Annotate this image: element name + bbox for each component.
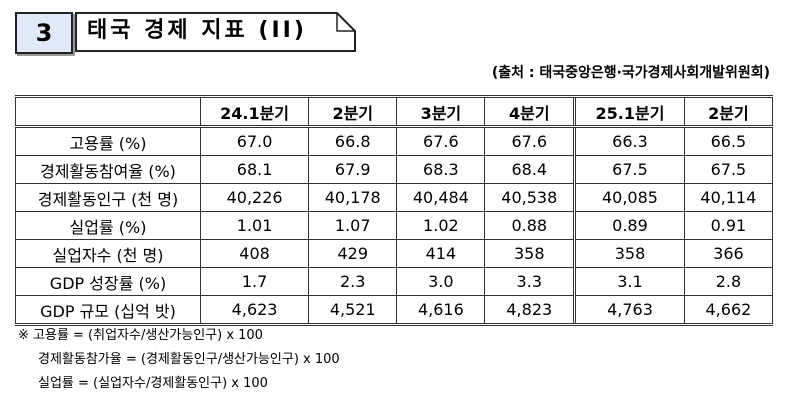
cell: 67.5 bbox=[573, 155, 685, 184]
cell: 40,484 bbox=[396, 183, 486, 212]
cell: 67.5 bbox=[683, 155, 774, 184]
header-row: 24.1분기 2분기 3분기 4분기 25.1분기 2분기 bbox=[15, 95, 774, 128]
cell: 4,616 bbox=[396, 295, 486, 326]
cell: 67.0 bbox=[199, 126, 310, 156]
cell: 3.0 bbox=[396, 267, 486, 296]
cell: 358 bbox=[573, 239, 685, 268]
cell: 4,623 bbox=[199, 295, 310, 326]
cell: 429 bbox=[308, 239, 398, 268]
cell: 1.7 bbox=[199, 267, 310, 296]
cell: 0.88 bbox=[484, 211, 576, 240]
cell: 2.8 bbox=[683, 267, 774, 296]
table-row: GDP 성장률 (%) 1.7 2.3 3.0 3.3 3.1 2.8 bbox=[15, 267, 774, 296]
cell: 4,763 bbox=[573, 295, 685, 326]
note: ※ 고용률 = (취업자수/생산가능인구) x 100 bbox=[18, 328, 263, 343]
section-number: 3 bbox=[15, 12, 73, 54]
cell: 40,085 bbox=[573, 183, 685, 212]
corner-cell bbox=[15, 95, 201, 128]
row-label: 경제활동인구 (천 명) bbox=[15, 183, 201, 212]
title-box: 태국 경제 지표 (II) bbox=[75, 12, 356, 52]
table-row: 실업자수 (천 명) 408 429 414 358 358 366 bbox=[15, 239, 774, 268]
cell: 4,823 bbox=[484, 295, 576, 326]
cell: 40,114 bbox=[683, 183, 774, 212]
title-frame bbox=[75, 12, 356, 52]
cell: 0.91 bbox=[683, 211, 774, 240]
cell: 358 bbox=[484, 239, 576, 268]
cell: 414 bbox=[396, 239, 486, 268]
cell: 68.3 bbox=[396, 155, 486, 184]
cell: 1.02 bbox=[396, 211, 486, 240]
source: (출처 : 태국중앙은행·국가경제사회개발위원회) bbox=[491, 65, 770, 81]
title: 태국 경제 지표 (II) bbox=[87, 18, 307, 43]
column-header: 3분기 bbox=[396, 95, 486, 128]
table-row: 경제활동참여율 (%) 68.1 67.9 68.3 68.4 67.5 67.5 bbox=[15, 155, 774, 184]
cell: 40,226 bbox=[199, 183, 310, 212]
cell: 40,178 bbox=[308, 183, 398, 212]
cell: 68.4 bbox=[484, 155, 576, 184]
note: 실업률 = (실업자수/경제활동인구) x 100 bbox=[38, 376, 268, 391]
table-row: GDP 규모 (십억 밧) 4,623 4,521 4,616 4,823 4,763 4,… bbox=[15, 295, 774, 326]
cell: 1.07 bbox=[308, 211, 398, 240]
cell: 67.9 bbox=[308, 155, 398, 184]
row-label: 고용률 (%) bbox=[15, 126, 201, 156]
table-row: 경제활동인구 (천 명) 40,226 40,178 40,484 40,538 40,0… bbox=[15, 183, 774, 212]
cell: 4,521 bbox=[308, 295, 398, 326]
column-header: 24.1분기 bbox=[199, 95, 310, 128]
table-row: 실업률 (%) 1.01 1.07 1.02 0.88 0.89 0.91 bbox=[15, 211, 774, 240]
cell: 4,662 bbox=[683, 295, 774, 326]
data-table: 24.1분기 2분기 3분기 4분기 25.1분기 2분기 고용률 (%) 67.0 66.8 6… bbox=[15, 95, 774, 326]
table-row: 고용률 (%) 67.0 66.8 67.6 67.6 66.3 66.5 bbox=[15, 126, 774, 156]
row-label: 실업자수 (천 명) bbox=[15, 239, 201, 268]
column-header: 25.1분기 bbox=[573, 95, 685, 128]
cell: 3.1 bbox=[573, 267, 685, 296]
cell: 40,538 bbox=[484, 183, 576, 212]
column-header: 2분기 bbox=[683, 95, 774, 128]
cell: 1.01 bbox=[199, 211, 310, 240]
cell: 3.3 bbox=[484, 267, 576, 296]
cell: 0.89 bbox=[573, 211, 685, 240]
cell: 68.1 bbox=[199, 155, 310, 184]
row-label: GDP 규모 (십억 밧) bbox=[15, 295, 201, 326]
cell: 2.3 bbox=[308, 267, 398, 296]
note: 경제활동참가율 = (경제활동인구/생산가능인구) x 100 bbox=[38, 352, 340, 367]
row-label: GDP 성장률 (%) bbox=[15, 267, 201, 296]
cell: 366 bbox=[683, 239, 774, 268]
column-header: 2분기 bbox=[308, 95, 398, 128]
row-label: 실업률 (%) bbox=[15, 211, 201, 240]
cell: 67.6 bbox=[484, 126, 576, 156]
cell: 408 bbox=[199, 239, 310, 268]
column-header: 4분기 bbox=[484, 95, 576, 128]
cell: 66.8 bbox=[308, 126, 398, 156]
cell: 66.3 bbox=[573, 126, 685, 156]
cell: 67.6 bbox=[396, 126, 486, 156]
row-label: 경제활동참여율 (%) bbox=[15, 155, 201, 184]
cell: 66.5 bbox=[683, 126, 774, 156]
